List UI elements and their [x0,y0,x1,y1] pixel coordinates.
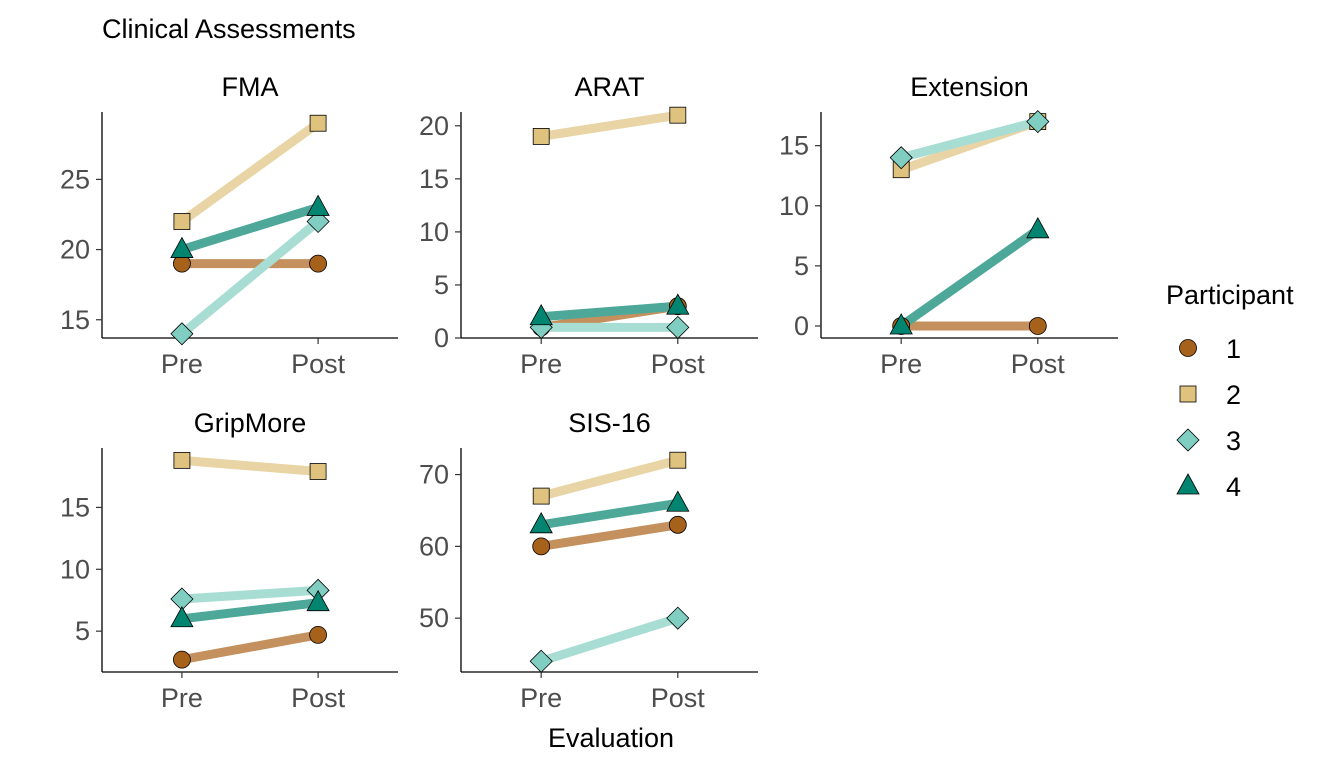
data-point-participant-2 [669,451,687,469]
y-tick-label: 5 [75,616,90,646]
data-point-participant-1 [173,650,191,669]
series-line-participant-3 [539,613,680,666]
data-point-participant-2 [532,128,550,145]
series-line-participant-3 [179,218,321,338]
data-point-participant-3 [170,322,194,346]
x-tick-label: Pre [161,349,203,379]
y-tick-label: 20 [60,235,90,265]
x-tick-label: Pre [161,683,203,713]
legend-key-participant-4 [1176,473,1200,495]
series-line-participant-2 [179,119,321,226]
data-point-participant-3 [1026,110,1050,134]
data-point-participant-4 [170,605,194,628]
data-point-participant-4 [889,313,913,335]
legend-label: 1 [1226,334,1241,364]
y-tick-label: 60 [419,531,449,561]
y-tick-label: 10 [779,191,809,221]
x-tick-label: Post [291,349,346,379]
series-line-participant-3 [181,585,319,604]
facet-title: SIS-16 [568,408,651,438]
legend-label: 2 [1226,380,1241,410]
x-tick-label: Post [1011,349,1066,379]
data-point-participant-2 [173,213,191,230]
data-point-participant-4 [529,303,553,326]
series-line-participant-4 [181,598,319,624]
data-point-participant-1 [309,625,327,644]
facet-fma: FMA 15 20 25 Pre Post [60,72,398,379]
series-line-participant-3 [900,117,1039,163]
x-tick-label: Post [651,349,706,379]
y-tick-label: 15 [60,305,90,335]
series-line-participant-2 [181,455,319,476]
data-point-participant-4 [529,511,553,534]
facet-extension: Extension 0 5 10 15 Pre Post [779,72,1118,379]
legend-label: 3 [1226,426,1241,456]
data-point-participant-4 [666,293,690,315]
data-point-participant-1 [532,537,551,556]
y-tick-label: 0 [434,323,449,353]
x-tick-label: Pre [520,349,562,379]
data-point-participant-3 [306,209,330,234]
x-tick-label: Post [291,683,346,713]
x-axis-label: Evaluation [548,723,674,753]
data-point-participant-4 [306,194,330,216]
y-tick-label: 50 [419,603,449,633]
facet-title: ARAT [574,72,644,102]
series-line-participant-4 [540,498,679,530]
series-line-participant-1 [540,520,679,551]
data-point-participant-1 [668,515,687,534]
series-line-participant-1 [181,630,319,665]
data-point-participant-2 [669,106,687,124]
data-point-participant-3 [666,606,690,630]
facet-arat: ARAT 0 5 10 15 20 Pre Post [419,72,758,379]
series-line-participant-4 [180,203,320,254]
series-line-participant-4 [898,226,1041,330]
legend-title: Participant [1166,280,1294,310]
legend-label: 4 [1226,472,1241,502]
y-tick-label: 10 [419,217,449,247]
data-point-participant-3 [529,649,553,673]
x-tick-label: Pre [880,349,922,379]
series-line-participant-2 [540,110,679,141]
legend-key-participant-2 [1179,385,1197,403]
data-point-participant-4 [1026,216,1050,239]
data-point-participant-4 [306,589,330,612]
data-point-participant-4 [666,490,690,512]
data-point-participant-2 [532,487,550,505]
y-tick-label: 5 [434,270,449,300]
y-tick-label: 20 [419,111,449,141]
facet-title: GripMore [194,408,307,438]
data-point-participant-3 [889,146,913,170]
chart-title: Clinical Assessments [102,14,356,44]
y-tick-label: 10 [60,554,90,584]
data-point-participant-2 [309,114,327,132]
y-tick-label: 0 [794,311,809,341]
facet-title: FMA [222,72,279,102]
y-tick-label: 25 [60,164,90,194]
x-tick-label: Pre [520,683,562,713]
facet-sis-16: SIS-16 50 60 70 Pre Post [419,408,758,713]
y-tick-label: 15 [419,164,449,194]
y-tick-label: 5 [794,251,809,281]
data-point-participant-1 [1028,317,1047,335]
x-tick-label: Post [651,683,706,713]
y-tick-label: 15 [779,131,809,161]
y-tick-label: 15 [60,492,90,522]
data-point-participant-2 [309,463,327,480]
data-point-participant-2 [173,451,191,469]
legend: Participant 1 2 3 4 [1166,280,1294,502]
facet-gripmore: GripMore 5 10 15 Pre Post [60,408,398,713]
data-point-participant-4 [170,236,194,258]
y-tick-label: 70 [419,460,449,490]
data-point-participant-3 [666,315,690,339]
legend-key-participant-3 [1176,428,1200,452]
facet-title: Extension [910,72,1029,102]
series-line-participant-4 [540,301,679,322]
data-point-participant-1 [309,254,327,273]
series-line-participant-2 [540,455,679,501]
legend-key-participant-1 [1179,339,1197,357]
